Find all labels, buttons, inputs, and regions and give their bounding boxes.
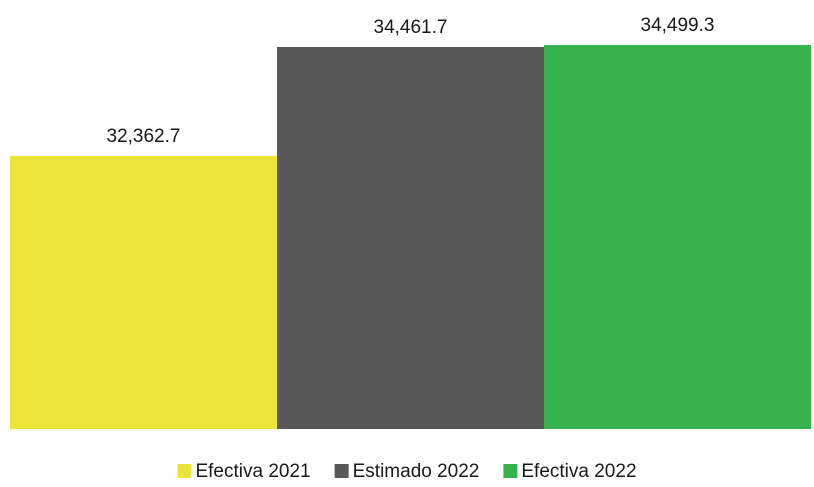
legend-swatch-2	[334, 464, 349, 478]
bar-value-label-1: 32,362.7	[107, 126, 181, 147]
value-labels-group: 32,362.7 34,461.7 34,499.3	[107, 15, 715, 147]
bar-value-label-2: 34,461.7	[374, 17, 448, 38]
bar-3	[544, 45, 811, 429]
legend-label-1: Efectiva 2021	[195, 461, 310, 482]
bars-group	[10, 45, 811, 430]
legend: Efectiva 2021 Estimado 2022 Efectiva 2022	[177, 461, 637, 482]
legend-label-2: Estimado 2022	[353, 461, 480, 482]
legend-label-3: Efectiva 2022	[521, 461, 636, 482]
legend-swatch-3	[503, 464, 518, 478]
legend-swatch-1	[177, 464, 192, 478]
bar-1	[10, 155, 277, 429]
bar-value-label-3: 34,499.3	[641, 15, 715, 36]
bar-2	[277, 46, 544, 430]
